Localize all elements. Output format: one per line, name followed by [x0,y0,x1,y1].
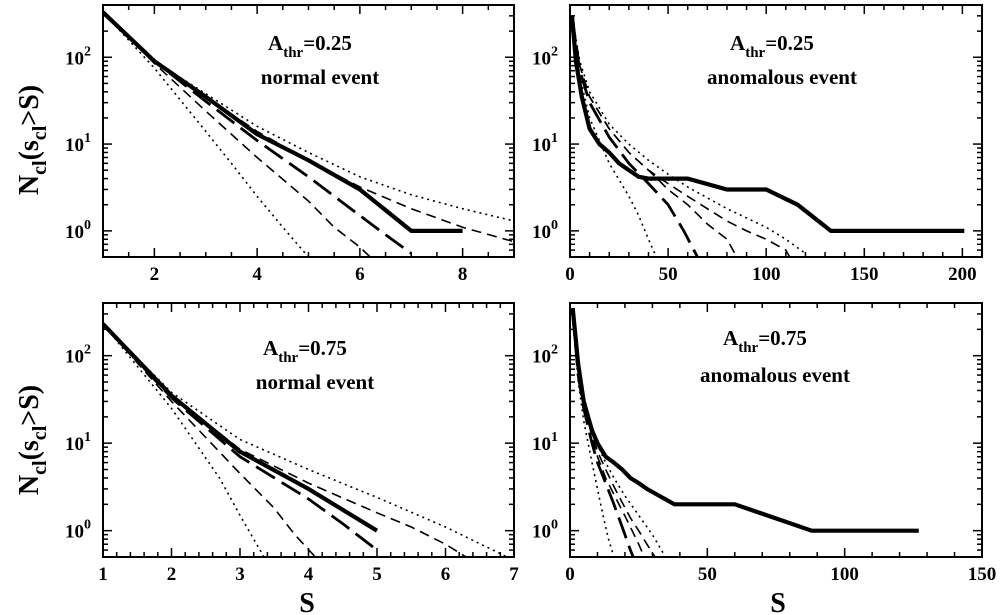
panel-threshold-label: Athr=0.25 [730,31,814,61]
x-tick-label: 150 [850,264,879,285]
x-tick-label: 0 [565,564,575,585]
panel-event-label: anomalous event [700,363,850,387]
x-tick-label: 6 [441,564,451,585]
x-tick-label: 0 [565,264,575,285]
series-line-3 [103,11,371,257]
panel-bottom-right: 0 50 100 150 100 101 102 Athr=0.75 anomalous eve… [532,302,997,585]
y-tick-label: 102 [532,44,558,69]
panel-top-right: 0 50 100 150 200 100 101 102 Athr=0.25 anomalous … [532,4,983,285]
series-line-2 [570,15,699,257]
y-tick-label: 101 [532,430,558,455]
y-axis-title-top: Ncl(scl>S) [14,85,51,195]
series-line-5 [103,11,514,243]
panel-event-label: normal event [256,370,374,394]
series-line-6 [103,323,508,557]
series-line-4 [103,323,265,557]
series-line-4 [571,15,658,257]
series-line-2 [103,323,378,552]
panel-top-left: 2 4 6 8 100 101 102 Athr=0.25 normal event [65,4,515,285]
x-axis-title-left: S [299,588,315,615]
y-tick-label: 102 [65,343,91,368]
series-line-6 [103,11,514,222]
x-tick-label: 6 [355,264,365,285]
series-line-2 [571,313,635,557]
panel-threshold-label: Athr=0.25 [268,31,352,61]
y-tick-label: 100 [532,218,558,243]
series-line-5 [571,15,791,257]
x-tick-label: 2 [167,564,177,585]
x-tick-label: 5 [372,564,382,585]
series-line-3 [103,323,316,557]
x-axis-title-right: S [770,588,786,615]
plot-frame [569,302,983,558]
plot-frame [569,4,983,258]
series-line-6 [571,15,806,255]
x-tick-label: 50 [698,564,717,585]
x-tick-label: 4 [304,564,314,585]
y-tick-label: 100 [532,518,558,543]
y-tick-label: 102 [65,44,91,69]
x-tick-label: 100 [830,564,859,585]
x-tick-label: 1 [98,564,108,585]
x-tick-label: 4 [252,264,262,285]
x-tick-label: 150 [968,564,997,585]
x-tick-label: 2 [150,264,160,285]
x-tick-label: 7 [509,564,519,585]
series-line-1 [570,15,965,233]
y-tick-label: 101 [532,131,558,156]
x-tick-label: 100 [752,264,781,285]
panel-threshold-label: Athr=0.75 [723,326,807,356]
x-tick-label: 3 [235,564,245,585]
x-tick-label: 50 [659,264,678,285]
y-axis-title-bottom: Ncl(scl>S) [14,385,51,495]
panel-bottom-left: 1 2 3 4 5 6 7 100 101 102 Athr=0.75 normal event [65,302,519,585]
x-tick-label: 200 [948,264,977,285]
series-line-3 [571,313,645,557]
series-line-6 [571,313,665,554]
series-line-4 [103,11,310,257]
panel-threshold-label: Athr=0.75 [263,336,347,366]
y-tick-label: 100 [65,218,91,243]
series-line-4 [571,313,615,557]
y-tick-label: 100 [65,518,91,543]
y-tick-label: 101 [65,131,91,156]
y-tick-label: 102 [532,343,558,368]
series-line-5 [571,313,656,557]
series-line-5 [103,323,467,557]
y-tick-label: 101 [65,430,91,455]
x-tick-label: 8 [458,264,468,285]
panel-event-label: normal event [261,65,379,89]
panel-event-label: anomalous event [707,65,857,89]
